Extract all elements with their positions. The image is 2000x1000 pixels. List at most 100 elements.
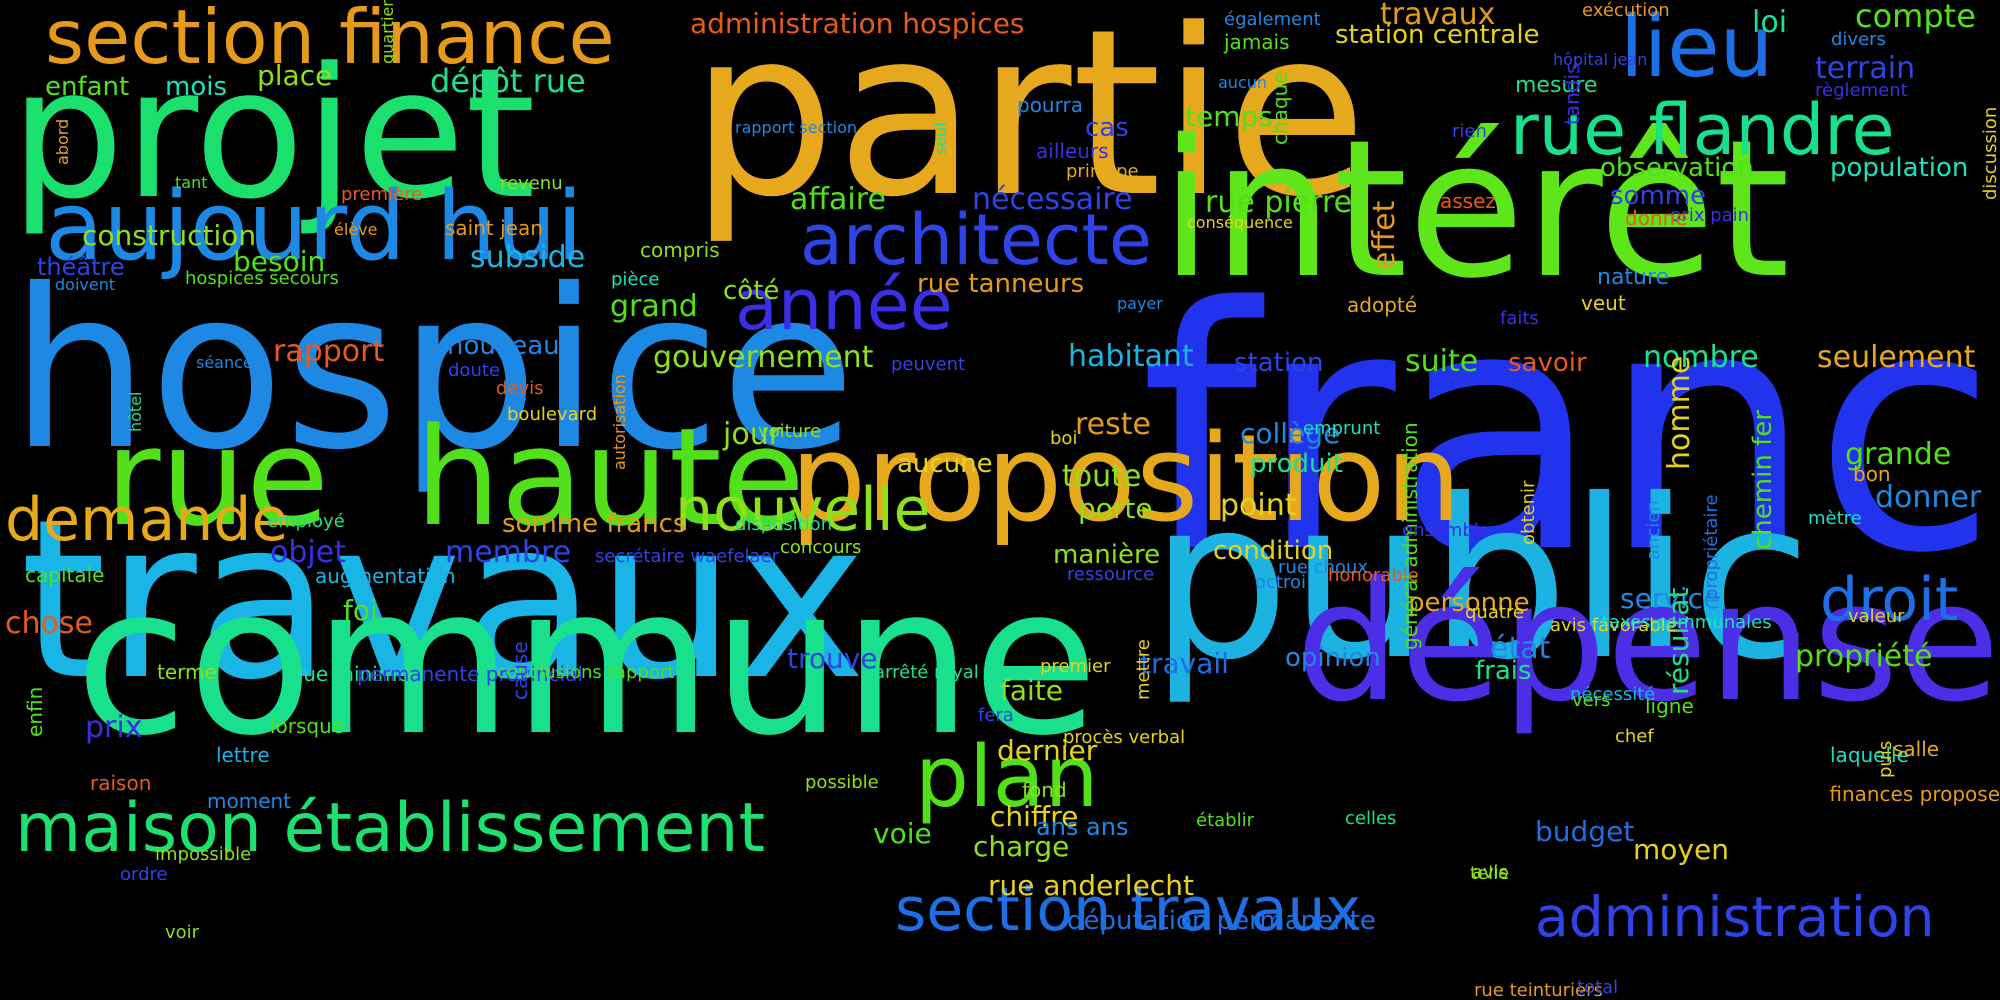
cloud-word: lieu: [1620, 0, 1774, 97]
cloud-word: saint jean: [445, 216, 543, 240]
cloud-word: quatre: [1465, 602, 1525, 623]
cloud-word: moment: [207, 789, 292, 813]
cloud-word: porte: [1078, 492, 1153, 525]
cloud-word: subside: [470, 240, 586, 275]
cloud-word: assez: [1440, 189, 1496, 213]
cloud-word: commune: [75, 543, 1099, 781]
cloud-word: cas: [1085, 113, 1129, 143]
cloud-word: rien: [1452, 121, 1487, 142]
cloud-word: rue flandre: [1510, 89, 1895, 171]
cloud-word: ans ans: [1036, 813, 1129, 841]
cloud-word: hôtel: [126, 391, 145, 433]
cloud-word: travaux: [1380, 0, 1496, 32]
cloud-word: plan: [915, 728, 1099, 827]
cloud-word: gouvernement: [653, 340, 874, 375]
cloud-word: avis favorable: [1550, 615, 1677, 636]
cloud-word: salle: [1893, 737, 1940, 761]
cloud-word: finances propose: [1829, 782, 2000, 806]
cloud-word: franc: [1140, 237, 1998, 627]
cloud-word: pièce: [611, 269, 660, 290]
cloud-word: ligne: [1645, 694, 1694, 718]
cloud-word: côté: [723, 276, 780, 306]
cloud-word: total: [1577, 977, 1619, 998]
cloud-word: dépense: [1295, 546, 2000, 738]
cloud-word: nature: [1597, 265, 1670, 290]
cloud-word: hôpital jean: [1553, 50, 1648, 69]
cloud-word: fond: [1022, 778, 1067, 802]
cloud-word: foi: [343, 594, 378, 627]
cloud-word: administration hospices: [690, 7, 1025, 40]
cloud-word: temps: [1185, 100, 1273, 133]
cloud-word: établir: [1196, 810, 1254, 831]
cloud-word: chiffre: [990, 800, 1079, 833]
cloud-word: chef: [1615, 726, 1654, 747]
cloud-word: propriétaire: [1701, 494, 1722, 600]
cloud-word: terme: [157, 660, 217, 684]
cloud-word: seulement: [1817, 340, 1976, 375]
cloud-word: budget: [1535, 815, 1635, 848]
cloud-word: procès verbal: [1063, 727, 1186, 748]
cloud-word: faite: [1000, 674, 1063, 707]
cloud-word: construction: [82, 219, 257, 252]
cloud-word: exécution: [1582, 0, 1670, 21]
cloud-word: effet: [1367, 200, 1402, 270]
cloud-word: disposition: [735, 514, 833, 535]
cloud-word: secrétaire waefelaer: [595, 546, 780, 567]
cloud-word: chemin fer: [1748, 410, 1778, 550]
cloud-word: vers: [1572, 690, 1611, 711]
cloud-word: grande: [1845, 437, 1952, 472]
cloud-word: pourra: [1017, 93, 1083, 117]
cloud-word: aujourd hui: [45, 172, 583, 282]
cloud-word: ressource: [1067, 564, 1155, 585]
cloud-word: emprunt: [1303, 418, 1381, 439]
cloud-word: reste: [1075, 407, 1151, 442]
cloud-word: produit: [1250, 449, 1343, 479]
cloud-word: donne: [1625, 206, 1688, 230]
cloud-word: seul: [931, 122, 950, 155]
cloud-word: aucune: [897, 449, 993, 479]
cloud-word: travail: [1140, 647, 1229, 680]
cloud-word: peuvent: [891, 354, 966, 375]
cloud-word: autorisation: [610, 374, 629, 470]
cloud-word: fera: [978, 705, 1014, 726]
cloud-word: chaque: [1268, 71, 1292, 145]
cloud-word: rue: [105, 399, 330, 556]
cloud-word: rue anderlecht: [988, 869, 1194, 902]
cloud-word: savoir: [1508, 348, 1587, 378]
cloud-word: population: [1830, 153, 1969, 183]
cloud-word: possible: [805, 772, 879, 793]
cloud-word: place: [257, 59, 333, 92]
cloud-word: chose: [5, 606, 93, 641]
cloud-word: arrêté royal: [874, 662, 979, 683]
cloud-word: première: [341, 184, 423, 205]
cloud-word: moyen: [1633, 833, 1729, 866]
cloud-word: ailleurs: [1036, 139, 1109, 163]
cloud-word: divers: [1831, 29, 1886, 50]
cloud-word: conclusions rapport: [497, 662, 675, 683]
cloud-word: homme: [1662, 355, 1697, 470]
cloud-word: devis: [496, 378, 544, 399]
cloud-word: condition: [1213, 536, 1334, 566]
cloud-word: résultat: [1662, 587, 1695, 695]
cloud-word: puis: [1875, 740, 1896, 778]
cloud-word: public: [1150, 452, 1812, 708]
cloud-word: mètre: [1808, 508, 1862, 529]
cloud-word: droit: [1820, 565, 1959, 635]
cloud-word: enfant: [45, 72, 130, 102]
cloud-word: jamais: [1224, 30, 1290, 54]
cloud-word: premier: [1040, 656, 1111, 677]
cloud-word: ordre: [120, 864, 168, 885]
cloud-word: voiture: [758, 421, 822, 442]
cloud-word: élève: [334, 220, 378, 239]
cloud-word: honorable: [1328, 565, 1419, 586]
cloud-word: taxes communales: [1602, 612, 1772, 633]
cloud-word: partie: [690, 0, 1368, 248]
cloud-word: section travaux: [895, 875, 1361, 945]
cloud-word: habitant: [1068, 339, 1194, 374]
cloud-word: toute: [1062, 459, 1142, 494]
cloud-word: boi: [1050, 428, 1078, 449]
cloud-word: séance: [196, 353, 253, 372]
cloud-word: discussion: [1980, 106, 2000, 200]
cloud-word: députation permanente: [1067, 906, 1376, 936]
